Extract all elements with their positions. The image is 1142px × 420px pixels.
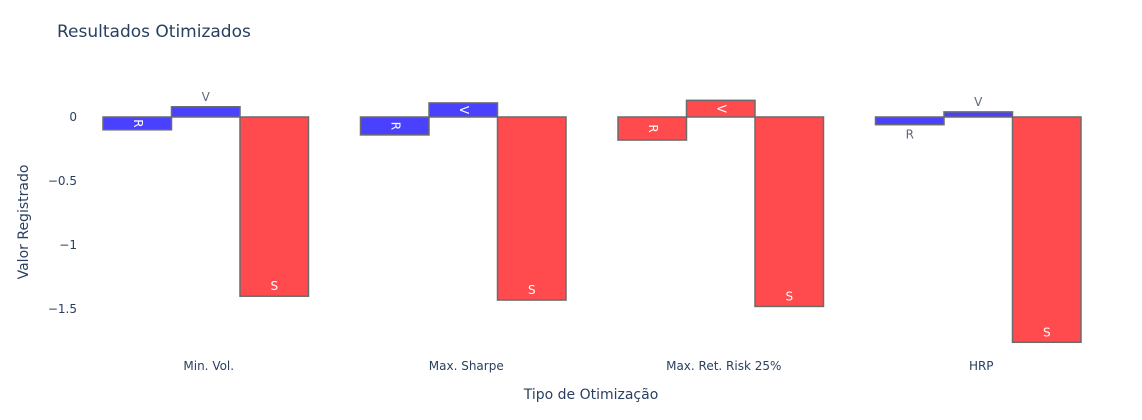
x-axis-ticks: Min. Vol. Max. Sharpe Max. Ret. Risk 25% HR… [183,359,993,373]
bar-value-label: V [974,95,983,109]
bar-value-label: V [714,105,728,114]
x-tick-label: Min. Vol. [183,359,234,373]
bar [428,102,499,118]
bar-value-label: V [457,106,471,115]
bar [102,116,173,131]
bar-value-label: S [1043,325,1051,339]
y-tick-label: 0 [69,110,77,124]
x-tick-label: Max. Sharpe [429,359,504,373]
y-axis-ticks: 0 −0.5 −1 −1.5 [48,110,77,316]
bar-value-label: S [270,279,278,293]
bar-value-label: R [646,124,660,132]
y-axis-title: Valor Registrado [16,165,32,280]
bar-value-label: R [131,119,145,127]
x-axis-title: Tipo de Otimização [523,387,659,403]
bar-labels-layer: R V S R V S R V S R V S [131,90,1051,340]
x-tick-label: Max. Ret. Risk 25% [666,359,781,373]
chart-title: Resultados Otimizados [57,22,251,42]
bar [359,116,430,136]
x-tick-label: HRP [969,359,994,373]
bar [239,116,310,297]
bars-layer [102,99,1082,344]
bar-value-label: R [906,128,914,142]
y-tick-label: −1 [59,238,77,252]
bar-value-label: V [202,90,211,104]
bar-value-label: S [785,289,793,303]
bar [617,116,688,141]
bar [874,116,945,126]
y-tick-label: −1.5 [48,302,77,316]
bar [1011,116,1082,344]
bar [943,111,1014,118]
bar [754,116,825,308]
bar [685,99,756,118]
bar [496,116,567,301]
bar [170,106,241,118]
bar-value-label: R [388,122,402,130]
bar-value-label: S [528,283,536,297]
y-tick-label: −0.5 [48,174,77,188]
